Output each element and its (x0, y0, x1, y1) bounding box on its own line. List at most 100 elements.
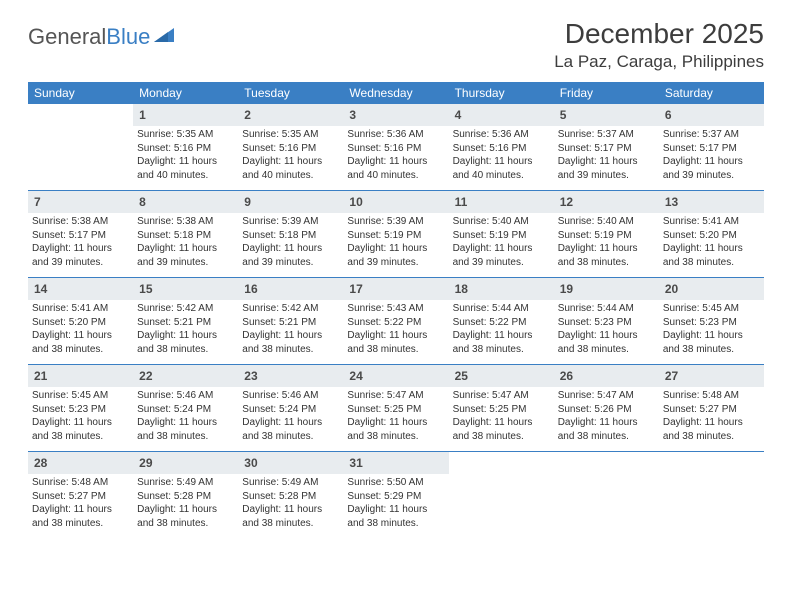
calendar-cell: 24Sunrise: 5:47 AMSunset: 5:25 PMDayligh… (343, 365, 448, 451)
day-number: 15 (139, 282, 152, 296)
calendar-week: 21Sunrise: 5:45 AMSunset: 5:23 PMDayligh… (28, 365, 764, 452)
sunrise-text: Sunrise: 5:50 AM (347, 476, 444, 490)
day-info: Sunrise: 5:35 AMSunset: 5:16 PMDaylight:… (137, 128, 234, 182)
daylight-text: Daylight: 11 hours (663, 242, 760, 256)
daylight-text: Daylight: 11 hours (558, 416, 655, 430)
day-info: Sunrise: 5:50 AMSunset: 5:29 PMDaylight:… (347, 476, 444, 530)
day-number-row: 11 (449, 191, 554, 213)
day-number: 12 (560, 195, 573, 209)
daylight-text: and 38 minutes. (453, 430, 550, 444)
daylight-text: Daylight: 11 hours (32, 503, 129, 517)
daylight-text: and 39 minutes. (453, 256, 550, 270)
calendar-cell: 2Sunrise: 5:35 AMSunset: 5:16 PMDaylight… (238, 104, 343, 190)
daylight-text: and 38 minutes. (663, 430, 760, 444)
sunrise-text: Sunrise: 5:44 AM (558, 302, 655, 316)
daylight-text: and 38 minutes. (453, 343, 550, 357)
day-info: Sunrise: 5:42 AMSunset: 5:21 PMDaylight:… (137, 302, 234, 356)
day-number: 14 (34, 282, 47, 296)
sunset-text: Sunset: 5:17 PM (558, 142, 655, 156)
day-number: 5 (560, 108, 567, 122)
day-info: Sunrise: 5:38 AMSunset: 5:17 PMDaylight:… (32, 215, 129, 269)
sunrise-text: Sunrise: 5:42 AM (242, 302, 339, 316)
day-number: 6 (665, 108, 672, 122)
sunset-text: Sunset: 5:19 PM (558, 229, 655, 243)
calendar-cell: 22Sunrise: 5:46 AMSunset: 5:24 PMDayligh… (133, 365, 238, 451)
sunrise-text: Sunrise: 5:41 AM (32, 302, 129, 316)
weekday-header-row: SundayMondayTuesdayWednesdayThursdayFrid… (28, 82, 764, 104)
calendar-week: 28Sunrise: 5:48 AMSunset: 5:27 PMDayligh… (28, 452, 764, 538)
sunrise-text: Sunrise: 5:38 AM (137, 215, 234, 229)
sunrise-text: Sunrise: 5:36 AM (453, 128, 550, 142)
daylight-text: and 38 minutes. (137, 343, 234, 357)
sunrise-text: Sunrise: 5:47 AM (558, 389, 655, 403)
sunset-text: Sunset: 5:28 PM (242, 490, 339, 504)
day-number-row: 5 (554, 104, 659, 126)
daylight-text: Daylight: 11 hours (663, 155, 760, 169)
daylight-text: Daylight: 11 hours (242, 155, 339, 169)
day-number: 27 (665, 369, 678, 383)
calendar-cell: 18Sunrise: 5:44 AMSunset: 5:22 PMDayligh… (449, 278, 554, 364)
day-number-row: 26 (554, 365, 659, 387)
calendar-cell (659, 452, 764, 538)
day-number-row: 14 (28, 278, 133, 300)
daylight-text: and 39 minutes. (347, 256, 444, 270)
day-number: 8 (139, 195, 146, 209)
weekday-header: Friday (554, 82, 659, 104)
day-info: Sunrise: 5:43 AMSunset: 5:22 PMDaylight:… (347, 302, 444, 356)
calendar-cell: 5Sunrise: 5:37 AMSunset: 5:17 PMDaylight… (554, 104, 659, 190)
day-info: Sunrise: 5:37 AMSunset: 5:17 PMDaylight:… (663, 128, 760, 182)
daylight-text: and 38 minutes. (663, 256, 760, 270)
day-info: Sunrise: 5:47 AMSunset: 5:26 PMDaylight:… (558, 389, 655, 443)
sunset-text: Sunset: 5:22 PM (347, 316, 444, 330)
daylight-text: and 38 minutes. (242, 343, 339, 357)
sunset-text: Sunset: 5:21 PM (137, 316, 234, 330)
day-info: Sunrise: 5:41 AMSunset: 5:20 PMDaylight:… (32, 302, 129, 356)
calendar-cell (554, 452, 659, 538)
day-number-row: 31 (343, 452, 448, 474)
day-number-row: 27 (659, 365, 764, 387)
sunset-text: Sunset: 5:24 PM (137, 403, 234, 417)
day-number-row: 10 (343, 191, 448, 213)
sunrise-text: Sunrise: 5:46 AM (242, 389, 339, 403)
day-number: 2 (244, 108, 251, 122)
day-number: 4 (455, 108, 462, 122)
weekday-header: Thursday (449, 82, 554, 104)
day-number: 3 (349, 108, 356, 122)
daylight-text: Daylight: 11 hours (347, 242, 444, 256)
day-info: Sunrise: 5:36 AMSunset: 5:16 PMDaylight:… (347, 128, 444, 182)
sunset-text: Sunset: 5:21 PM (242, 316, 339, 330)
calendar-cell: 11Sunrise: 5:40 AMSunset: 5:19 PMDayligh… (449, 191, 554, 277)
calendar-cell: 28Sunrise: 5:48 AMSunset: 5:27 PMDayligh… (28, 452, 133, 538)
day-number: 11 (455, 195, 468, 209)
day-number: 19 (560, 282, 573, 296)
day-number-row: 6 (659, 104, 764, 126)
daylight-text: Daylight: 11 hours (663, 416, 760, 430)
day-info: Sunrise: 5:45 AMSunset: 5:23 PMDaylight:… (32, 389, 129, 443)
day-number-row: 8 (133, 191, 238, 213)
day-info: Sunrise: 5:49 AMSunset: 5:28 PMDaylight:… (242, 476, 339, 530)
day-number-row: 21 (28, 365, 133, 387)
day-number-row: 1 (133, 104, 238, 126)
day-number: 17 (349, 282, 362, 296)
sunrise-text: Sunrise: 5:46 AM (137, 389, 234, 403)
day-info: Sunrise: 5:48 AMSunset: 5:27 PMDaylight:… (32, 476, 129, 530)
day-number-row: 24 (343, 365, 448, 387)
daylight-text: Daylight: 11 hours (242, 329, 339, 343)
sunset-text: Sunset: 5:25 PM (347, 403, 444, 417)
daylight-text: and 40 minutes. (242, 169, 339, 183)
day-info: Sunrise: 5:39 AMSunset: 5:18 PMDaylight:… (242, 215, 339, 269)
sunset-text: Sunset: 5:17 PM (663, 142, 760, 156)
sunrise-text: Sunrise: 5:42 AM (137, 302, 234, 316)
daylight-text: and 39 minutes. (663, 169, 760, 183)
sunset-text: Sunset: 5:23 PM (663, 316, 760, 330)
day-info: Sunrise: 5:41 AMSunset: 5:20 PMDaylight:… (663, 215, 760, 269)
sunrise-text: Sunrise: 5:37 AM (663, 128, 760, 142)
day-number-row: 2 (238, 104, 343, 126)
weekday-header: Saturday (659, 82, 764, 104)
sunset-text: Sunset: 5:20 PM (32, 316, 129, 330)
calendar-week: 7Sunrise: 5:38 AMSunset: 5:17 PMDaylight… (28, 191, 764, 278)
sunset-text: Sunset: 5:27 PM (663, 403, 760, 417)
daylight-text: Daylight: 11 hours (137, 329, 234, 343)
calendar-cell: 25Sunrise: 5:47 AMSunset: 5:25 PMDayligh… (449, 365, 554, 451)
daylight-text: Daylight: 11 hours (347, 329, 444, 343)
